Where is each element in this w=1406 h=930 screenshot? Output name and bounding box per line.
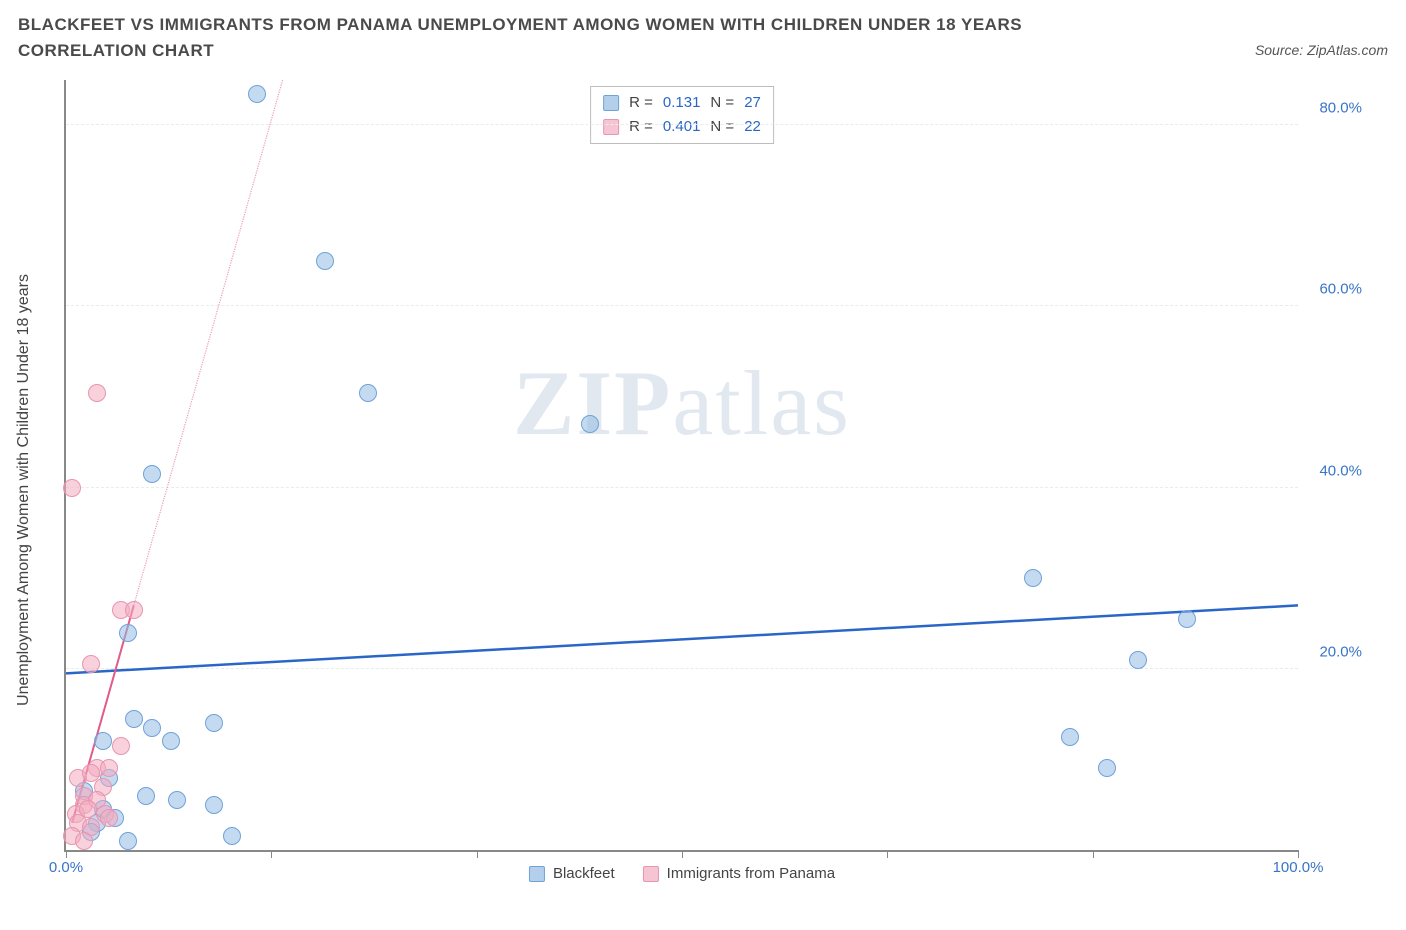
legend-item-panama: Immigrants from Panama xyxy=(643,865,835,882)
gridline-h xyxy=(66,305,1298,306)
data-point xyxy=(94,732,112,750)
swatch-pink-icon xyxy=(603,119,619,135)
data-point xyxy=(82,655,100,673)
data-point xyxy=(205,796,223,814)
data-point xyxy=(112,737,130,755)
data-point xyxy=(581,415,599,433)
data-point xyxy=(100,759,118,777)
data-point xyxy=(1178,610,1196,628)
swatch-blue-icon xyxy=(529,866,545,882)
x-tick xyxy=(682,850,683,858)
data-point xyxy=(248,85,266,103)
data-point xyxy=(137,787,155,805)
legend-stats: R = 0.131 N = 27 R = 0.401 N = 22 xyxy=(590,86,774,144)
x-tick xyxy=(1298,850,1299,858)
data-point xyxy=(316,252,334,270)
plot-area: ZIPatlas R = 0.131 N = 27 R = 0.401 N = … xyxy=(64,80,1298,852)
gridline-h xyxy=(66,124,1298,125)
x-tick xyxy=(1093,850,1094,858)
y-tick-label: 80.0% xyxy=(1319,100,1362,117)
data-point xyxy=(125,601,143,619)
x-tick xyxy=(271,850,272,858)
legend-row-panama: R = 0.401 N = 22 xyxy=(603,115,761,139)
data-point xyxy=(75,832,93,850)
data-point xyxy=(125,710,143,728)
data-point xyxy=(1098,759,1116,777)
x-tick xyxy=(66,850,67,858)
x-tick xyxy=(477,850,478,858)
x-tick-label: 0.0% xyxy=(49,859,83,876)
correlation-chart: Unemployment Among Women with Children U… xyxy=(18,80,1388,900)
data-point xyxy=(223,827,241,845)
trend-lines xyxy=(66,80,1298,850)
data-point xyxy=(162,732,180,750)
data-point xyxy=(143,465,161,483)
y-tick-label: 40.0% xyxy=(1319,462,1362,479)
gridline-h xyxy=(66,668,1298,669)
data-point xyxy=(100,809,118,827)
y-axis-label: Unemployment Among Women with Children U… xyxy=(15,274,33,706)
legend-row-blackfeet: R = 0.131 N = 27 xyxy=(603,91,761,115)
data-point xyxy=(205,714,223,732)
data-point xyxy=(119,832,137,850)
swatch-blue-icon xyxy=(603,95,619,111)
data-point xyxy=(1129,651,1147,669)
data-point xyxy=(119,624,137,642)
data-point xyxy=(1024,569,1042,587)
source-attribution: Source: ZipAtlas.com xyxy=(1255,42,1388,58)
x-tick xyxy=(887,850,888,858)
data-point xyxy=(63,479,81,497)
y-tick-label: 60.0% xyxy=(1319,281,1362,298)
y-tick-label: 20.0% xyxy=(1319,643,1362,660)
legend-item-blackfeet: Blackfeet xyxy=(529,865,615,882)
legend-series: Blackfeet Immigrants from Panama xyxy=(529,865,835,882)
x-tick-label: 100.0% xyxy=(1273,859,1324,876)
watermark: ZIPatlas xyxy=(513,350,851,456)
data-point xyxy=(88,384,106,402)
page-title: BLACKFEET VS IMMIGRANTS FROM PANAMA UNEM… xyxy=(18,12,1118,63)
gridline-h xyxy=(66,487,1298,488)
swatch-pink-icon xyxy=(643,866,659,882)
data-point xyxy=(168,791,186,809)
data-point xyxy=(359,384,377,402)
data-point xyxy=(143,719,161,737)
data-point xyxy=(1061,728,1079,746)
